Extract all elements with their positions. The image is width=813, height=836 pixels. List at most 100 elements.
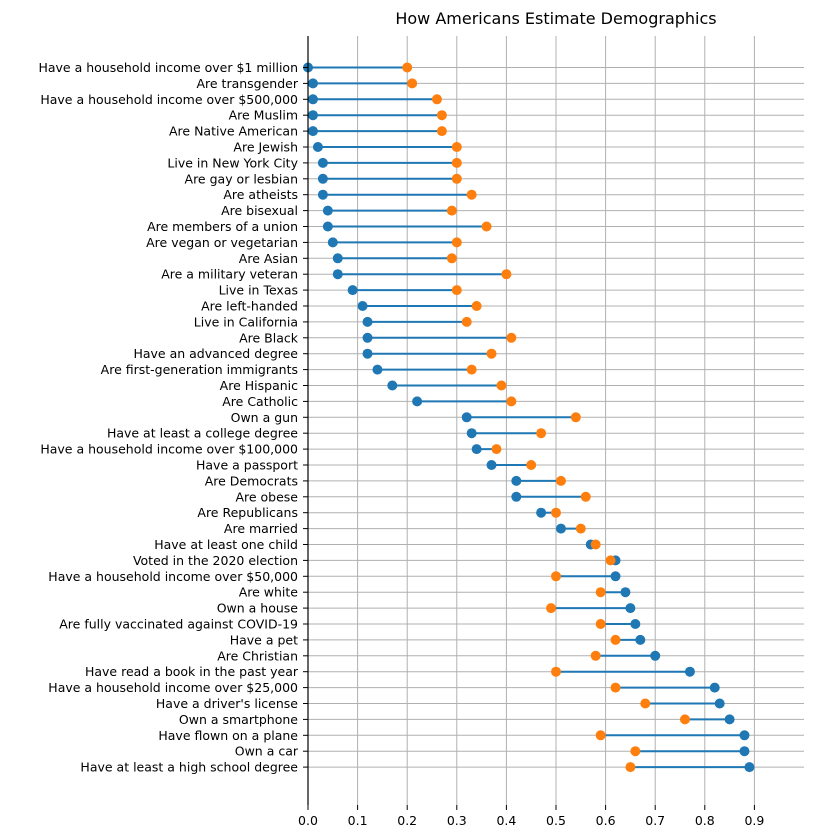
category-label: Are white <box>239 585 299 600</box>
category-label: Have read a book in the past year <box>85 664 299 679</box>
actual-point <box>536 507 547 518</box>
actual-point <box>322 221 333 232</box>
estimate-point <box>451 173 462 184</box>
category-label: Have a household income over $500,000 <box>40 92 298 107</box>
estimate-point <box>481 221 492 232</box>
estimate-point <box>461 316 472 327</box>
estimate-point <box>491 444 502 455</box>
estimate-point <box>506 332 517 343</box>
estimate-point <box>551 666 561 677</box>
category-label: Are members of a union <box>147 219 298 234</box>
category-label: Have an advanced degree <box>133 346 298 361</box>
actual-point <box>511 475 522 486</box>
category-label: Are vegan or vegetarian <box>146 235 298 250</box>
estimate-point <box>451 142 462 152</box>
category-label: Are transgender <box>196 76 298 91</box>
estimate-point <box>486 348 497 359</box>
x-tick-label: 0.4 <box>496 813 516 828</box>
category-label: Are Black <box>239 330 299 345</box>
actual-point <box>486 460 497 470</box>
estimate-point <box>546 603 557 614</box>
estimate-point <box>431 94 442 105</box>
estimate-point <box>605 555 616 566</box>
actual-point <box>461 412 472 423</box>
estimate-point <box>501 269 512 280</box>
estimate-point <box>451 157 462 168</box>
x-tick-label: 0.5 <box>546 813 566 828</box>
category-label: Have flown on a plane <box>158 728 298 743</box>
actual-point <box>327 237 338 248</box>
actual-point <box>471 444 482 455</box>
estimate-point <box>446 205 457 216</box>
category-label: Are Hispanic <box>220 378 298 393</box>
actual-point <box>714 698 725 709</box>
estimate-point <box>536 428 547 439</box>
category-label: Are Christian <box>217 648 298 663</box>
category-label: Have at least a high school degree <box>80 760 298 775</box>
actual-point <box>511 491 522 502</box>
estimate-point <box>590 539 601 550</box>
estimate-point <box>436 126 447 137</box>
chart-title: How Americans Estimate Demographics <box>395 9 716 28</box>
actual-point <box>625 603 636 614</box>
actual-point <box>387 380 398 391</box>
actual-point <box>312 142 323 152</box>
category-label: Have at least one child <box>154 537 298 552</box>
category-label: Own a smartphone <box>179 712 298 727</box>
category-label: Own a car <box>235 744 299 759</box>
actual-point <box>307 94 318 105</box>
x-tick-label: 0.9 <box>744 813 764 828</box>
category-label: Are Catholic <box>222 394 298 409</box>
category-label: Are Republicans <box>197 505 298 520</box>
estimate-point <box>640 698 651 709</box>
estimate-point <box>407 78 418 89</box>
estimate-point <box>466 189 477 200</box>
category-label: Have a driver's license <box>156 696 298 711</box>
actual-point <box>317 189 328 200</box>
category-label: Live in Texas <box>219 283 298 298</box>
estimate-point <box>551 571 561 582</box>
estimate-point <box>496 380 507 391</box>
category-label: Are Native American <box>169 124 298 139</box>
category-label: Live in New York City <box>167 155 298 170</box>
actual-point <box>744 762 755 773</box>
actual-point <box>372 364 383 375</box>
actual-point <box>724 714 735 725</box>
estimate-point <box>436 110 447 121</box>
x-axis-ticks: 0.0 0.1 0.2 0.3 0.4 0.5 0.6 0.7 0.8 0.9 <box>298 805 764 828</box>
actual-point <box>332 269 343 280</box>
category-label: Are gay or lesbian <box>185 171 298 186</box>
category-label: Are first-generation immigrants <box>101 362 298 377</box>
estimate-point <box>575 523 586 534</box>
category-labels: Have a household income over $1 millionA… <box>38 60 308 775</box>
category-label: Are a military veteran <box>161 267 298 282</box>
actual-point <box>317 157 328 168</box>
category-label: Have a passport <box>196 458 298 473</box>
actual-point <box>555 523 566 534</box>
x-tick-label: 0.8 <box>695 813 715 828</box>
estimate-point <box>466 364 477 375</box>
actual-point <box>684 666 695 677</box>
actual-point <box>739 746 750 757</box>
category-label: Have a pet <box>230 632 298 647</box>
actual-point <box>739 730 750 741</box>
actual-point <box>709 682 720 693</box>
estimate-point <box>506 396 517 407</box>
estimate-point <box>471 301 482 311</box>
category-label: Are Democrats <box>205 473 298 488</box>
estimate-point <box>625 762 636 773</box>
estimate-point <box>570 412 581 423</box>
estimate-point <box>555 475 566 486</box>
category-label: Have a household income over $100,000 <box>40 442 298 457</box>
category-label: Are married <box>224 521 298 536</box>
estimate-point <box>580 491 591 502</box>
actual-point <box>650 650 661 661</box>
x-tick-label: 0.7 <box>645 813 665 828</box>
actual-point <box>307 126 318 137</box>
x-tick-label: 0.6 <box>596 813 616 828</box>
category-label: Are left-handed <box>201 299 298 314</box>
actual-point <box>620 587 631 598</box>
category-label: Are Asian <box>239 251 298 266</box>
category-label: Have a household income over $50,000 <box>48 569 298 584</box>
